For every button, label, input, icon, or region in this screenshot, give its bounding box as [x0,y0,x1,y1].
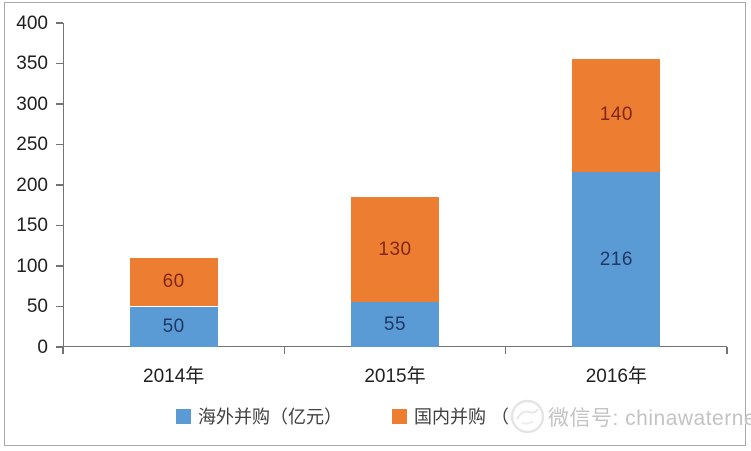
bar-segment: 55 [351,302,439,347]
bar-value-label: 140 [599,104,633,126]
legend-swatch-blue-icon [176,408,191,424]
bar-segment: 50 [129,306,218,347]
y-axis-tick-mark [56,62,63,65]
y-axis-tick-label: 50 [26,296,48,317]
bar-value-label: 60 [162,271,185,293]
bar-value-label: 55 [383,313,407,335]
y-axis-tick-label: 350 [16,53,48,74]
y-axis-tick-mark [56,265,63,267]
y-axis-tick-mark [56,305,63,308]
y-axis-tick-mark [56,224,63,227]
bar-value-label: 216 [599,248,633,270]
y-axis-tick-mark [56,22,63,24]
watermark-text: 微信号: chinawaternet [548,407,751,430]
y-axis-tick-label: 0 [37,336,48,358]
y-axis-tick-label: 200 [16,174,48,196]
x-axis-category-label: 2015年 [364,366,426,387]
bar-segment: 130 [351,197,439,303]
y-axis-tick-label: 100 [16,255,48,277]
bar-value-label: 50 [162,315,185,337]
x-axis-category-label: 2016年 [585,366,647,387]
y-axis-tick-label: 400 [16,12,48,34]
y-axis-tick-mark [56,143,63,146]
legend-label-overseas: 海外并购（亿元） [198,407,342,427]
x-axis-category-label: 2014年 [143,366,205,387]
wechat-circle-logo-icon [510,399,545,434]
legend-item-domestic: 国内并购 （ [392,403,509,429]
x-axis-tick-mark [726,347,728,354]
y-axis-tick-mark [56,103,63,105]
y-axis-tick-label: 250 [16,134,48,155]
bar-segment: 60 [129,257,218,307]
x-axis-tick-mark [504,347,507,354]
bar-segment: 216 [572,172,661,347]
bar-segment: 140 [572,58,661,173]
y-axis-tick-mark [56,346,63,348]
legend-label-domestic: 国内并购 （ [414,407,510,427]
y-axis-tick-mark [56,184,63,186]
legend-item-overseas: 海外并购（亿元） [176,403,342,429]
x-axis-tick-mark [62,347,64,354]
y-axis-tick-label: 150 [16,215,48,236]
legend-swatch-orange-icon [392,408,407,424]
bar-value-label: 130 [378,238,412,260]
x-axis-tick-mark [283,347,286,354]
y-axis-tick-label: 300 [16,93,48,115]
